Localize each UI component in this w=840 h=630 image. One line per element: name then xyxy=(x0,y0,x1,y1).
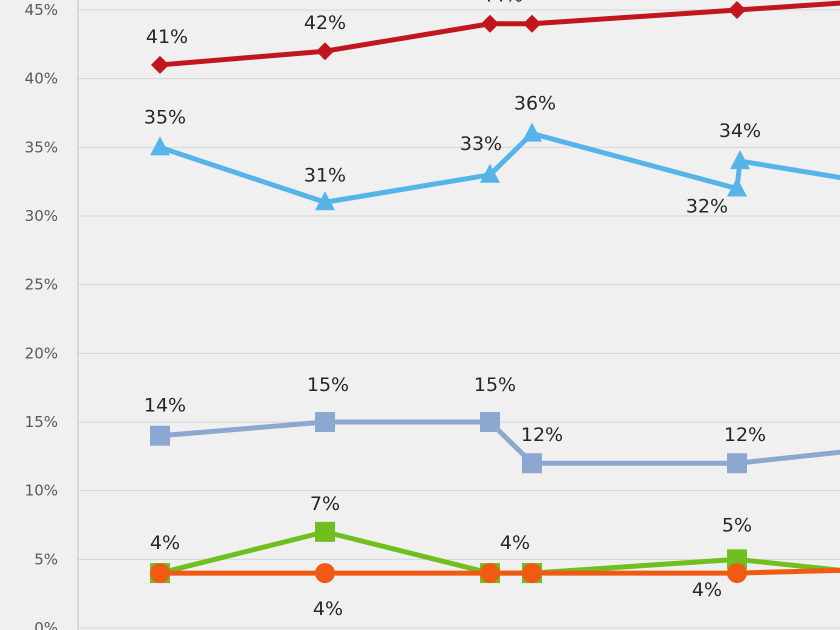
data-point-marker xyxy=(150,136,170,156)
data-label: 35% xyxy=(144,106,186,128)
y-tick-label: 10% xyxy=(25,482,58,500)
data-label: 5% xyxy=(722,514,752,536)
data-point-marker xyxy=(315,191,335,211)
data-point-marker xyxy=(727,453,747,474)
data-label: 7% xyxy=(310,493,340,515)
y-tick-label: 5% xyxy=(34,550,58,568)
y-tick-label: 30% xyxy=(25,207,58,225)
data-point-marker xyxy=(150,563,170,584)
data-point-marker xyxy=(522,563,542,584)
series-line xyxy=(157,567,840,576)
data-label: 36% xyxy=(514,93,556,115)
data-point-marker xyxy=(728,1,746,19)
data-label: 12% xyxy=(724,424,766,446)
data-label: 12% xyxy=(521,424,563,446)
data-label: 14% xyxy=(144,395,186,417)
data-label: 4% xyxy=(692,579,722,601)
data-point-marker xyxy=(522,453,542,474)
y-tick-label: 15% xyxy=(25,413,58,431)
data-label: 44% xyxy=(481,0,523,7)
series-line xyxy=(157,0,840,68)
data-point-marker xyxy=(727,549,747,570)
y-tick-label: 25% xyxy=(25,276,58,294)
data-point-marker xyxy=(727,177,747,197)
data-point-marker xyxy=(480,163,500,183)
data-labels: 41%42%44%45%35%31%33%36%32%34%14%15%15%1… xyxy=(144,0,766,620)
data-label: 41% xyxy=(146,26,188,48)
data-point-marker xyxy=(480,412,500,432)
data-point-marker xyxy=(481,14,499,33)
series-line xyxy=(157,419,840,466)
data-label: 31% xyxy=(304,164,346,186)
data-point-marker xyxy=(315,412,335,432)
data-label: 15% xyxy=(474,374,516,396)
data-label: 15% xyxy=(307,374,349,396)
data-label: 4% xyxy=(313,598,343,620)
data-point-marker xyxy=(150,425,170,446)
series-markers xyxy=(150,1,750,584)
data-point-marker xyxy=(522,122,542,142)
data-point-marker xyxy=(523,14,541,33)
data-label: 34% xyxy=(719,120,761,142)
data-point-marker xyxy=(727,563,747,584)
y-tick-label: 40% xyxy=(25,70,58,88)
data-point-marker xyxy=(730,150,750,170)
data-label: 4% xyxy=(150,532,180,554)
data-label: 33% xyxy=(460,133,502,155)
y-axis: 0% 5% 10% 15% 20% 25% 30% 35% 40% 45% xyxy=(25,0,79,630)
y-tick-label: 35% xyxy=(25,138,58,156)
data-point-marker xyxy=(316,42,334,61)
y-tick-label: 20% xyxy=(25,344,58,362)
data-point-marker xyxy=(315,563,335,584)
data-point-marker xyxy=(480,563,500,584)
data-label: 32% xyxy=(686,196,728,218)
y-tick-label: 0% xyxy=(34,619,58,630)
data-label: 4% xyxy=(500,532,530,554)
data-point-marker xyxy=(151,55,169,74)
y-tick-label: 45% xyxy=(25,1,58,19)
data-point-marker xyxy=(315,521,335,542)
data-label: 42% xyxy=(304,12,346,34)
series-lines xyxy=(157,0,840,576)
